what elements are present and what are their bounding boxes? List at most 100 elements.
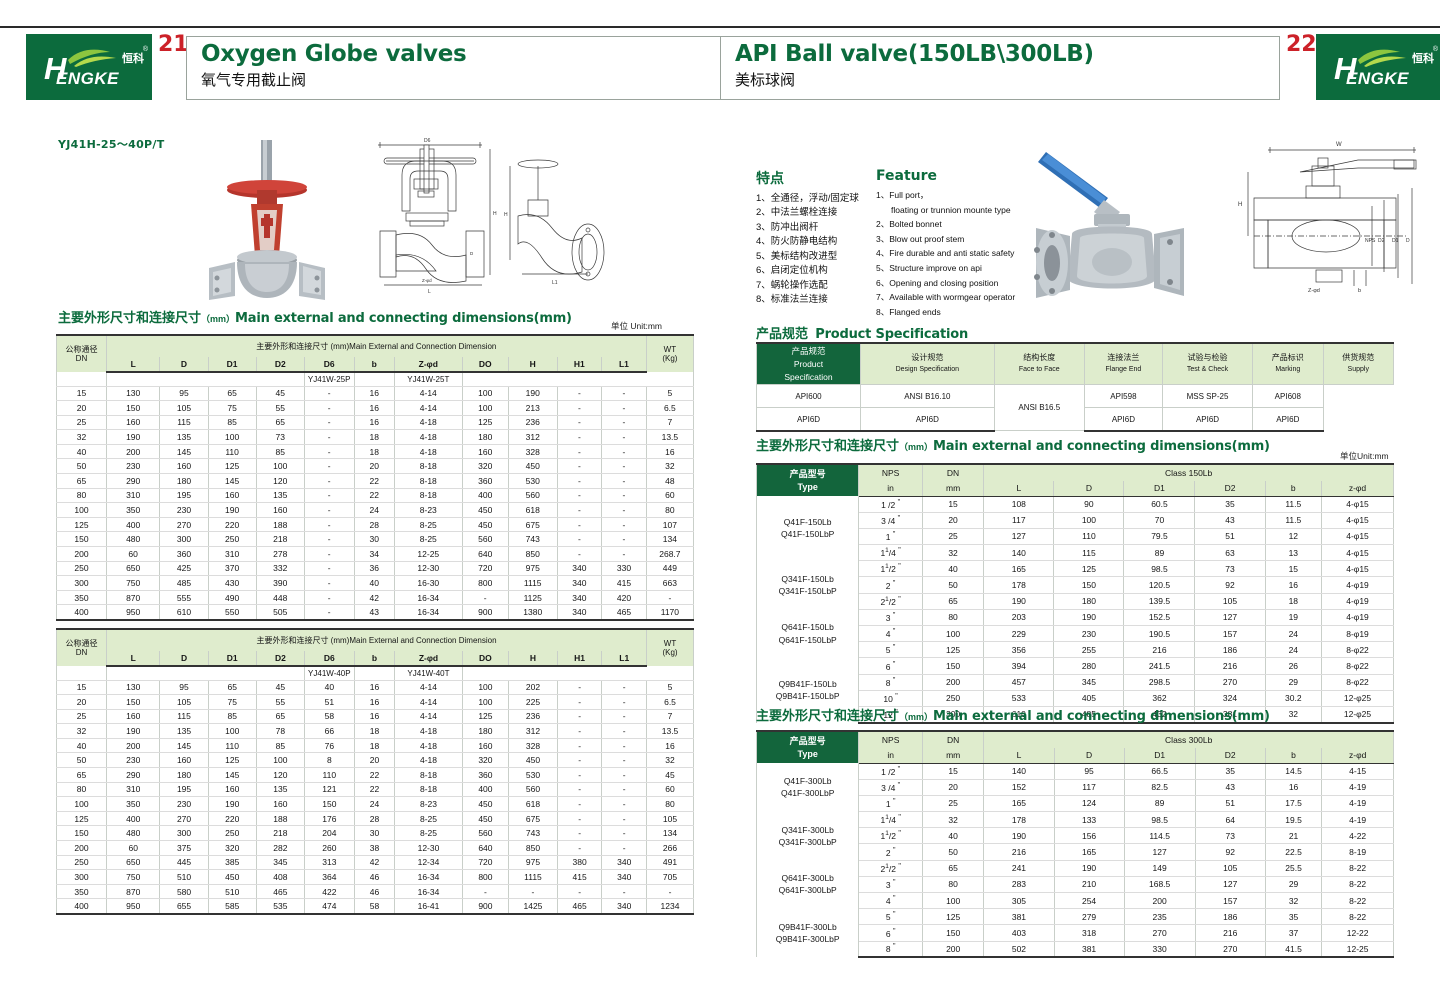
table-cell: 45	[646, 767, 694, 783]
table-cell: 40	[921, 827, 985, 845]
table-cell: 121	[303, 782, 355, 798]
table-cell: 340	[601, 898, 648, 915]
table-cell: 29	[1264, 876, 1323, 894]
table-cell: 40	[921, 560, 985, 578]
table-cell: 340	[556, 604, 603, 621]
table-cell: 165	[1053, 843, 1125, 861]
table-cell: -	[601, 429, 647, 445]
table-cell: 13.5	[646, 723, 694, 739]
table-cell: 25.5	[1264, 860, 1323, 877]
table-cell: 22.5	[1264, 843, 1323, 861]
col-unit-in: in	[858, 481, 923, 497]
table-cell: -	[556, 680, 603, 696]
table-cell: 230	[1053, 625, 1125, 643]
logo-registered-icon: ®	[142, 46, 148, 53]
table-cell: 300	[921, 706, 985, 724]
table-cell: 1 "	[858, 528, 923, 546]
table-cell: 236	[507, 415, 558, 431]
table-cell: -	[556, 709, 603, 725]
table-cell: 100	[255, 458, 305, 475]
feature-item-en: 1、Full port，	[876, 190, 929, 200]
table-cell: 360	[461, 473, 509, 489]
table-cell: -	[646, 884, 694, 900]
col-header-d: D	[1053, 481, 1125, 497]
feature-item-en: 8、Flanged ends	[876, 306, 941, 317]
table-row: Q641F-300Lb Q641F-300LbP 21/2 " 65 241 190 149…	[755, 860, 1394, 909]
table-cell: -	[601, 444, 647, 460]
table-cell: 18	[353, 444, 396, 460]
table-cell: 250	[207, 825, 257, 842]
table-cell: 505	[255, 604, 305, 621]
heading-en: Main external and connecting dimensions(…	[933, 439, 1270, 454]
table-cell: 8-18	[394, 473, 463, 489]
table-cell: 610	[983, 706, 1055, 724]
table-cell: 89	[1123, 795, 1196, 813]
table-cell: 268.7	[645, 546, 695, 562]
table-cell: 618	[507, 502, 558, 518]
table-cell: 400	[105, 517, 161, 533]
table-cell: 43	[1194, 779, 1266, 796]
table-cell: 218	[255, 825, 305, 842]
table-cell: 190	[983, 593, 1055, 610]
table-cell: 530	[508, 767, 558, 783]
col-header-h: H	[508, 651, 558, 667]
spec-cell-flange: ANSI B16.5	[993, 384, 1085, 432]
table-cell: 200	[1123, 892, 1196, 910]
table-cell: 165	[983, 560, 1055, 578]
table-cell: 32	[921, 544, 985, 562]
table-cell: 40	[303, 680, 355, 696]
table-cell: 95	[159, 386, 209, 402]
table-body: Q41F-150Lb Q41F-150LbP 1 /2 " 15 108 90 60.5 35…	[755, 496, 1394, 724]
spec-col-flange: 连接法兰 Flange End	[1083, 342, 1163, 386]
table-cell: 535	[255, 898, 305, 915]
table-cell: 2 "	[858, 576, 923, 594]
table-cell: -	[601, 502, 647, 518]
spec-cell: API6D	[1161, 407, 1254, 432]
table-cell: -	[303, 531, 355, 548]
sub-model-p: YJ41W-40P	[303, 666, 355, 681]
col-header-h1: H1	[556, 357, 603, 373]
col-header-type: 产品型号 Type	[755, 730, 860, 763]
col-unit-mm: mm	[921, 748, 985, 764]
table-cell: 16	[1264, 779, 1323, 796]
table-body: YJ41W-40P YJ41W-40T 15 130 95 65 45 40 16 4-14 100…	[56, 666, 695, 915]
table-cell: 34	[353, 546, 396, 562]
table-cell: 190.5	[1123, 625, 1196, 643]
page-header: H 恒科 ® ENGKE 21 Oxygen Globe valves 氧气专用…	[0, 0, 1440, 120]
table-cell: -	[303, 473, 355, 489]
table-cell: 8-φ22	[1321, 674, 1394, 691]
table-cell: 28	[353, 811, 396, 827]
table-row: 400 950 655 585 535 474 58 16-41 900 1425 465 340 12…	[56, 898, 694, 915]
right-panel-api-ball-valve: 特点 1、全通径，浮动/固定球 2、中法兰螺栓连接 3、防冲出阀杆 4、防火防静电结构…	[740, 120, 1440, 980]
table-cell: 89	[1123, 544, 1196, 562]
table-cell: -	[303, 604, 355, 621]
spec-cell: API6D	[756, 407, 861, 432]
table-cell: 313	[303, 855, 355, 871]
table-cell: 190	[105, 723, 161, 739]
table-cell: 30.2	[1264, 690, 1323, 707]
col-header-d2: D2	[255, 651, 305, 667]
table-cell: 4-18	[394, 723, 463, 739]
feature-item-cn: 1、全通径，浮动/固定球	[756, 193, 859, 204]
table-cell: 385	[207, 855, 257, 871]
table-cell: -	[556, 811, 603, 827]
table-cell: 300	[56, 575, 107, 591]
logo-name-cn: 恒科	[122, 53, 144, 65]
table-cell: 6 "	[858, 657, 923, 675]
table-cell: 25	[921, 528, 985, 546]
table-cell: 92	[1194, 576, 1266, 594]
table-cell: 105	[159, 694, 209, 710]
table-cell: 125	[921, 908, 985, 926]
sub-model-t: YJ41W-40T	[394, 666, 463, 681]
table-cell: 58	[303, 709, 355, 725]
product-specification-table: 产品规范 Product Specification 设计规范 Design Speci…	[756, 342, 1395, 432]
table-cell: 394	[983, 657, 1055, 675]
table-cell: 188	[255, 811, 305, 827]
column-header-row: L D D1 D2 D6 b Z-φd DO H H1 L1	[57, 651, 694, 667]
left-panel-oxygen-globe-valves: YJ41H-25～40P/T D6	[10, 120, 720, 980]
feature-item-cn: 2、中法兰螺栓连接	[756, 207, 838, 219]
table-row: Q9B41F-300Lb Q9B41F-300LbP 5 " 125 381 279 235…	[755, 908, 1394, 958]
table-cell: 190	[105, 429, 161, 445]
table-cell: 1234	[646, 898, 694, 915]
table-cell: 25	[921, 795, 985, 813]
